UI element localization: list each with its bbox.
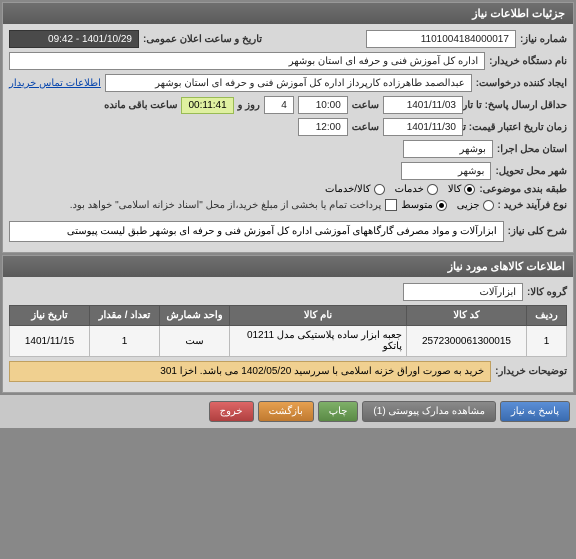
contact-link[interactable]: اطلاعات تماس خریدار [9,78,101,89]
goods-table: ردیف کد کالا نام کالا واحد شمارش تعداد /… [9,305,567,357]
deadline-time: 10:00 [298,96,348,114]
deliver-label: شهر محل تحویل: [495,166,567,177]
validity-time: 12:00 [298,118,348,136]
radio-dot-icon [374,184,385,195]
desc-field: ابزارآلات و مواد مصرفی گارگاههای آموزشی … [9,221,504,242]
need-number-field: 1101004184000017 [366,30,516,48]
col-date: تاریخ نیاز [10,306,90,326]
exec-label: استان محل اجرا: [497,144,567,155]
remaining-label: ساعت باقی مانده [104,100,177,111]
process-radio-group: جزیی متوسط [401,200,493,211]
time-label-2: ساعت [352,122,379,133]
buyer-label: نام دستگاه خریدار: [489,56,567,67]
attachments-button[interactable]: مشاهده مدارک پیوستی (1) [362,401,496,422]
need-details-panel: جزئیات اطلاعات نیاز شماره نیاز: 11010041… [2,2,574,253]
exec-field: بوشهر [403,140,493,158]
radio-motevaset[interactable]: متوسط [401,200,446,211]
validity-date: 1401/11/30 [383,118,463,136]
print-button[interactable]: چاپ [318,401,359,422]
back-button[interactable]: بازگشت [258,401,314,422]
goods-panel-title: اطلاعات کالاهای مورد نیاز [3,256,573,277]
goods-panel-body: گروه کالا: ابزارآلات ردیف کد کالا نام کا… [3,277,573,392]
radio-dot-icon [483,200,494,211]
category-radio-group: کالا خدمات کالا/خدمات [325,184,475,195]
validity-label: زمان تاریخ اعتبار قیمت: تا تاریخ: [467,122,567,133]
payment-note: پرداخت تمام یا بخشی از مبلغ خرید،از محل … [70,200,382,211]
creator-label: ایجاد کننده درخواست: [476,78,567,89]
buyer-notes-label: توضیحات خریدار: [495,366,567,377]
panel-title: جزئیات اطلاعات نیاز [3,3,573,24]
buyer-field: اداره کل آموزش فنی و حرفه ای استان بوشهر [9,52,485,70]
announce-label: تاریخ و ساعت اعلان عمومی: [143,34,262,45]
cell-unit: ست [160,326,230,357]
radio-khadamat[interactable]: خدمات [395,184,438,195]
payment-checkbox[interactable] [385,199,397,211]
exit-button[interactable]: خروج [209,401,254,422]
cell-code: 2572300061300015 [407,326,527,357]
cell-row: 1 [527,326,567,357]
days-label: روز و [238,100,260,111]
group-label: گروه کالا: [527,287,567,298]
deadline-date: 1401/11/03 [383,96,463,114]
radio-jozi[interactable]: جزیی [457,200,494,211]
days-value: 4 [264,96,294,114]
radio-dot-icon [427,184,438,195]
col-code: کد کالا [407,306,527,326]
creator-field: عبدالصمد طاهرزاده کارپرداز اداره کل آموز… [105,74,472,92]
category-label: طبقه بندی موضوعی: [479,184,567,195]
col-row: ردیف [527,306,567,326]
deliver-field: بوشهر [401,162,491,180]
cell-qty: 1 [90,326,160,357]
cell-name: جعبه ابزار ساده پلاستیکی مدل 01211 پاتکو [230,326,407,357]
table-header-row: ردیف کد کالا نام کالا واحد شمارش تعداد /… [10,306,567,326]
respond-button[interactable]: پاسخ به نیاز [500,401,570,422]
group-field: ابزارآلات [403,283,523,301]
time-label-1: ساعت [352,100,379,111]
radio-kala[interactable]: کالا [448,184,476,195]
radio-kala-khadamat[interactable]: کالا/خدمات [325,184,385,195]
radio-dot-icon [436,200,447,211]
radio-dot-icon [464,184,475,195]
panel-body: شماره نیاز: 1101004184000017 تاریخ و ساع… [3,24,573,252]
announce-field: 1401/10/29 - 09:42 [9,30,139,48]
goods-info-panel: اطلاعات کالاهای مورد نیاز گروه کالا: ابز… [2,255,574,393]
countdown-timer: 00:11:41 [181,97,233,114]
desc-label: شرح کلی نیاز: [508,226,567,237]
cell-date: 1401/11/15 [10,326,90,357]
footer-buttons: پاسخ به نیاز مشاهده مدارک پیوستی (1) چاپ… [0,395,576,428]
buyer-notes: خرید به صورت اوراق خزنه اسلامی با سررسید… [9,361,491,382]
deadline-label: حداقل ارسال پاسخ: تا تاریخ: [467,100,567,111]
col-qty: تعداد / مقدار [90,306,160,326]
need-number-label: شماره نیاز: [520,34,567,45]
table-row[interactable]: 1 2572300061300015 جعبه ابزار ساده پلاست… [10,326,567,357]
col-name: نام کالا [230,306,407,326]
col-unit: واحد شمارش [160,306,230,326]
process-label: نوع فرآیند خرید : [498,200,567,211]
